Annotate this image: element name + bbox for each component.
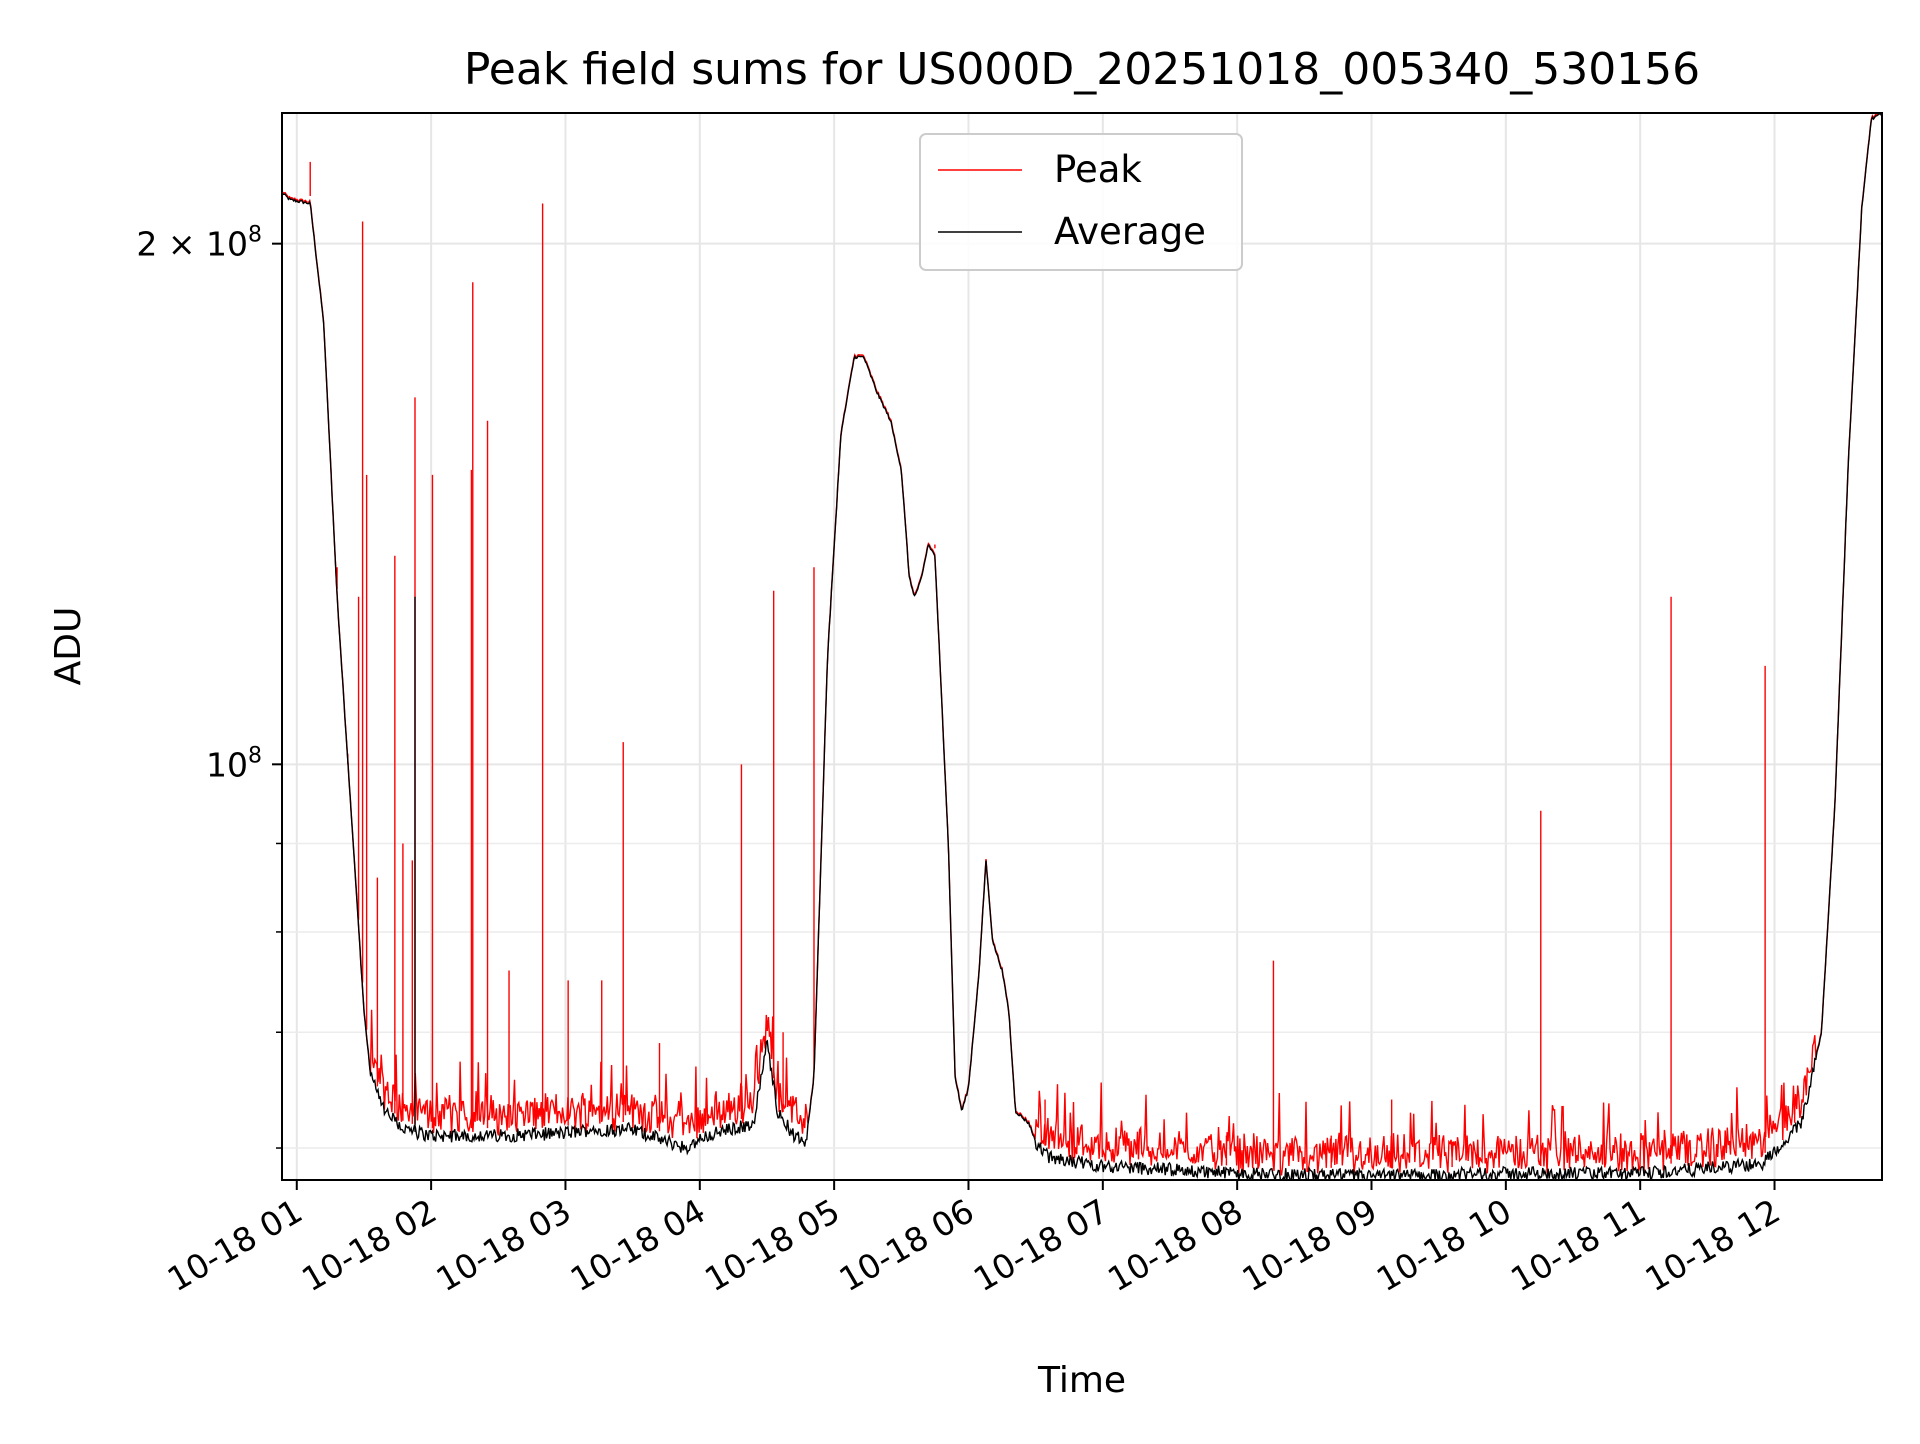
y-tick-label-base: 10 [206,745,248,784]
chart-title: Peak field sums for US000D_20251018_0053… [464,44,1700,95]
y-tick-label-exponent: 8 [248,223,262,248]
legend-box [919,133,1243,271]
y-tick-label-base: 2 × 10 [136,225,248,264]
legend-label-peak: Peak [1054,148,1142,191]
series-group [282,113,1882,1180]
y-tick-label: 108 [206,743,262,784]
y-tick-label-exponent: 8 [248,743,262,768]
y-tick-label: 2 × 108 [136,223,262,264]
average-series-line [282,113,1882,1180]
legend-label-average: Average [1054,210,1206,253]
legend: Peak Average [919,133,1243,271]
peak-series-line [282,113,1882,1176]
axes-frame [281,112,1883,1181]
y-axis-label: ADU [48,607,89,686]
plot-layer [282,113,1882,1180]
x-axis-label: Time [1037,1360,1126,1401]
